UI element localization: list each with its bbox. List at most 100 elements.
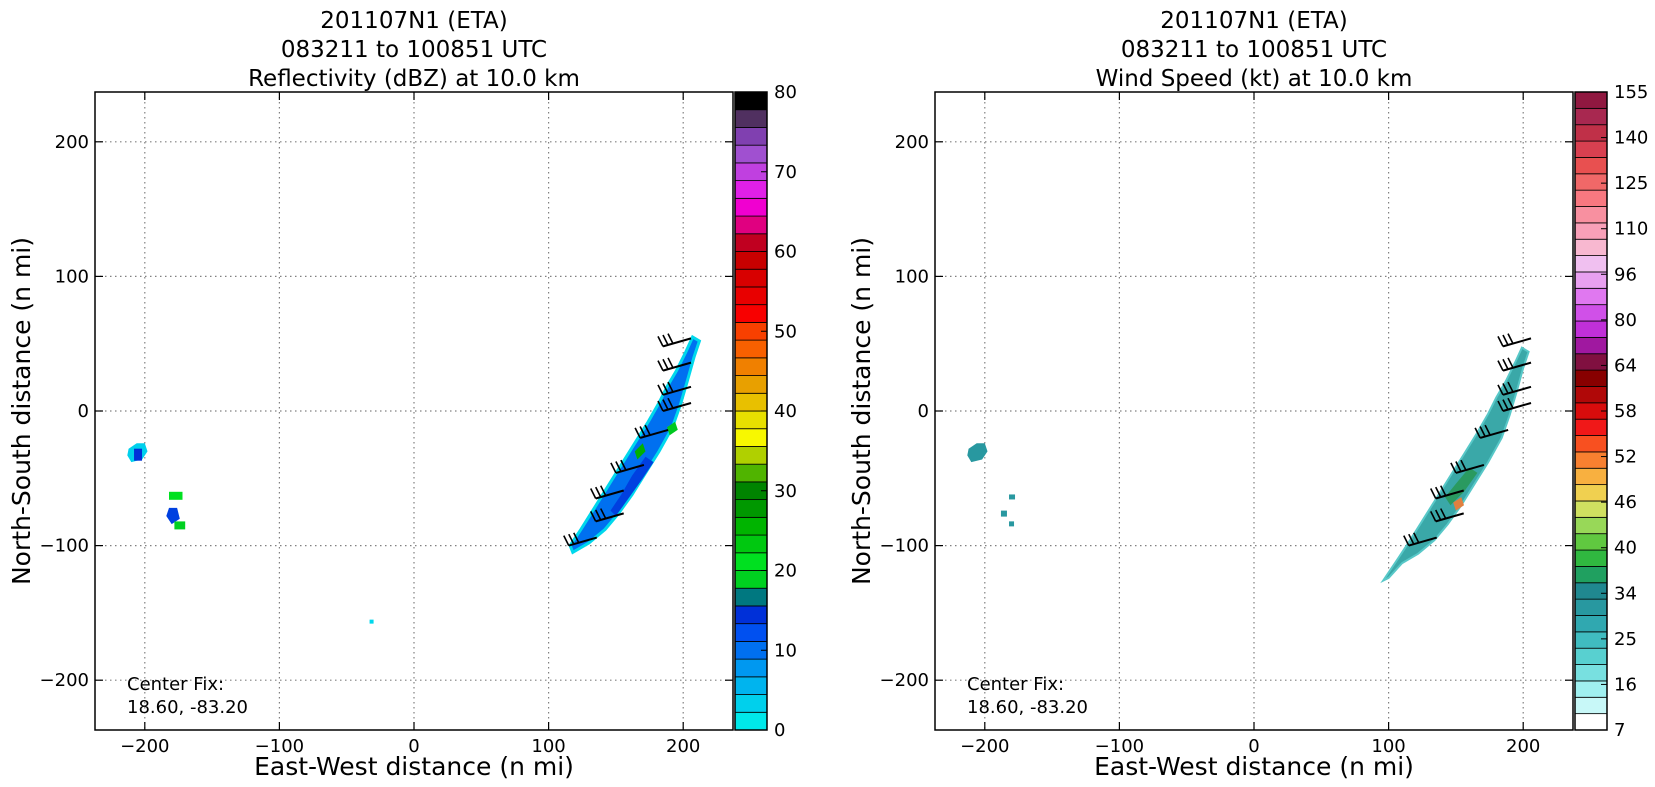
title-line-1: 201107N1 (ETA) (320, 8, 507, 34)
colorbar-tick-label: 64 (1614, 355, 1637, 376)
wind-barb (589, 485, 624, 500)
colorbar-tick-label: 52 (1614, 447, 1637, 468)
colorbar-swatch (734, 339, 768, 359)
colorbar-swatch (1574, 320, 1608, 338)
colorbar-tick-label: 155 (1614, 82, 1648, 103)
wind-barb-feather (1460, 459, 1467, 471)
wind-barb (563, 532, 598, 547)
wind-barb-feather (1434, 509, 1442, 521)
colorbar-tick-label: 96 (1614, 264, 1637, 285)
x-tick-label: 0 (408, 736, 419, 757)
colorbar-swatch (734, 109, 768, 128)
colorbar-tick-label: 20 (774, 561, 797, 582)
colorbar-tick-label: 34 (1614, 583, 1637, 604)
colorbar-swatch (734, 605, 768, 625)
title-line-2: 083211 to 100851 UTC (281, 37, 547, 63)
wind-barb-feather (667, 397, 674, 409)
wind-barb-feather (1507, 381, 1514, 393)
colorbar-swatch (1574, 467, 1608, 486)
colorbar-swatch (734, 623, 768, 642)
colorbar-swatch (734, 286, 768, 306)
colorbar-swatch (1574, 680, 1608, 698)
reflectivity-panel: 201107N1 (ETA) 083211 to 100851 UTC Reflec… (7, 8, 797, 781)
colorbar-swatch (1574, 173, 1608, 191)
y-tick-label: 200 (55, 132, 89, 153)
y-axis-label: North-South distance (n mi) (7, 237, 36, 585)
colorbar: 7 16 25 34 40 46 52 58 64 80 96 110 125 140 155 (1574, 82, 1648, 741)
colorbar-swatch (734, 268, 768, 288)
wind-barb-feather (1497, 360, 1504, 371)
colorbar-swatch (1574, 615, 1608, 633)
wind-barb-feather (662, 334, 669, 346)
colorbar-tick-label: 125 (1614, 173, 1648, 194)
colorbar-swatch (1574, 566, 1608, 584)
title-line-3: Wind Speed (kt) at 10.0 km (1096, 66, 1413, 92)
colorbar-swatch (734, 676, 768, 695)
colorbar-tick-label: 140 (1614, 128, 1648, 149)
wind-barb (657, 381, 692, 396)
echo-west-core (134, 448, 143, 461)
wind-barb (634, 424, 669, 439)
colorbar-swatch (734, 233, 768, 252)
y-tick-label: 0 (78, 401, 89, 422)
colorbar-tick-label: 40 (774, 401, 797, 422)
colorbar-swatch (734, 570, 768, 589)
colorbar-swatch (734, 694, 768, 713)
colorbar-tick-label: 10 (774, 640, 797, 661)
colorbar-tick-label: 7 (1614, 720, 1625, 741)
colorbar-swatch (1574, 255, 1608, 273)
colorbar-swatch (734, 587, 768, 607)
colorbar-swatch (734, 534, 768, 554)
rainband-orange-cell (1453, 497, 1464, 511)
colorbar-tick-label: 50 (774, 321, 797, 342)
wind-barb-feather (667, 381, 674, 393)
colorbar-swatch (734, 215, 768, 235)
colorbar-swatch (1574, 500, 1608, 518)
wind-barb-feather (1497, 384, 1504, 396)
wind-barb-feather (599, 485, 607, 497)
wind-barb-feather (667, 357, 674, 369)
y-tick-label: 100 (55, 266, 89, 287)
center-fix-text: Center Fix: (967, 674, 1064, 695)
colorbar-swatch (1574, 631, 1608, 649)
wind-barb-feather (615, 461, 622, 472)
wind-barb-feather (1507, 333, 1514, 344)
colorbar-swatch (1574, 696, 1608, 715)
center-fix-text: 18.60, -83.20 (967, 697, 1088, 718)
x-tick-label: −200 (960, 736, 1009, 757)
colorbar-swatch (734, 375, 768, 394)
colorbar-tick-label: 16 (1614, 674, 1637, 695)
wind-barb-feather (573, 532, 580, 544)
echo-speck (369, 619, 374, 624)
wind-barb (1474, 424, 1509, 439)
colorbar-swatch (1574, 386, 1608, 404)
wind-barb-feather (1507, 397, 1514, 409)
x-tick-label: −100 (1095, 736, 1144, 757)
wind-barb-feather (634, 427, 641, 439)
wind-barb (610, 459, 645, 474)
wind-barb-feather (1403, 535, 1410, 546)
colorbar-swatch (1574, 418, 1608, 436)
colorbar-swatch (1574, 157, 1608, 175)
title-line-1: 201107N1 (ETA) (1160, 8, 1347, 34)
wind-barb (1450, 459, 1485, 474)
colorbar-swatch (1574, 107, 1608, 126)
wind-barb-feather (599, 508, 607, 519)
colorbar-swatch (1574, 189, 1608, 207)
wind-barb-feather (568, 533, 575, 545)
wind-barb-feather (1413, 532, 1420, 544)
wind-barb (1497, 397, 1532, 412)
colorbar-swatch (734, 197, 768, 217)
colorbar-swatch (734, 410, 768, 430)
x-tick-label: 100 (1371, 736, 1405, 757)
colorbar-swatch (1574, 713, 1608, 731)
wind-barb-feather (657, 384, 664, 396)
wind-barb (1403, 532, 1438, 547)
wind-barb-feather (1497, 400, 1504, 412)
colorbar-swatch (1574, 369, 1608, 387)
x-tick-label: −200 (120, 736, 169, 757)
wind-barb (657, 333, 692, 348)
wind-barb-feather (1479, 426, 1486, 437)
colorbar-swatch (1574, 549, 1608, 567)
title-line-3: Reflectivity (dBZ) at 10.0 km (248, 66, 580, 92)
